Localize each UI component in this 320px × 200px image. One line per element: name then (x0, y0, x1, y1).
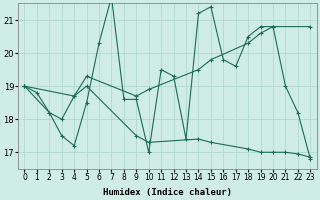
X-axis label: Humidex (Indice chaleur): Humidex (Indice chaleur) (103, 188, 232, 197)
